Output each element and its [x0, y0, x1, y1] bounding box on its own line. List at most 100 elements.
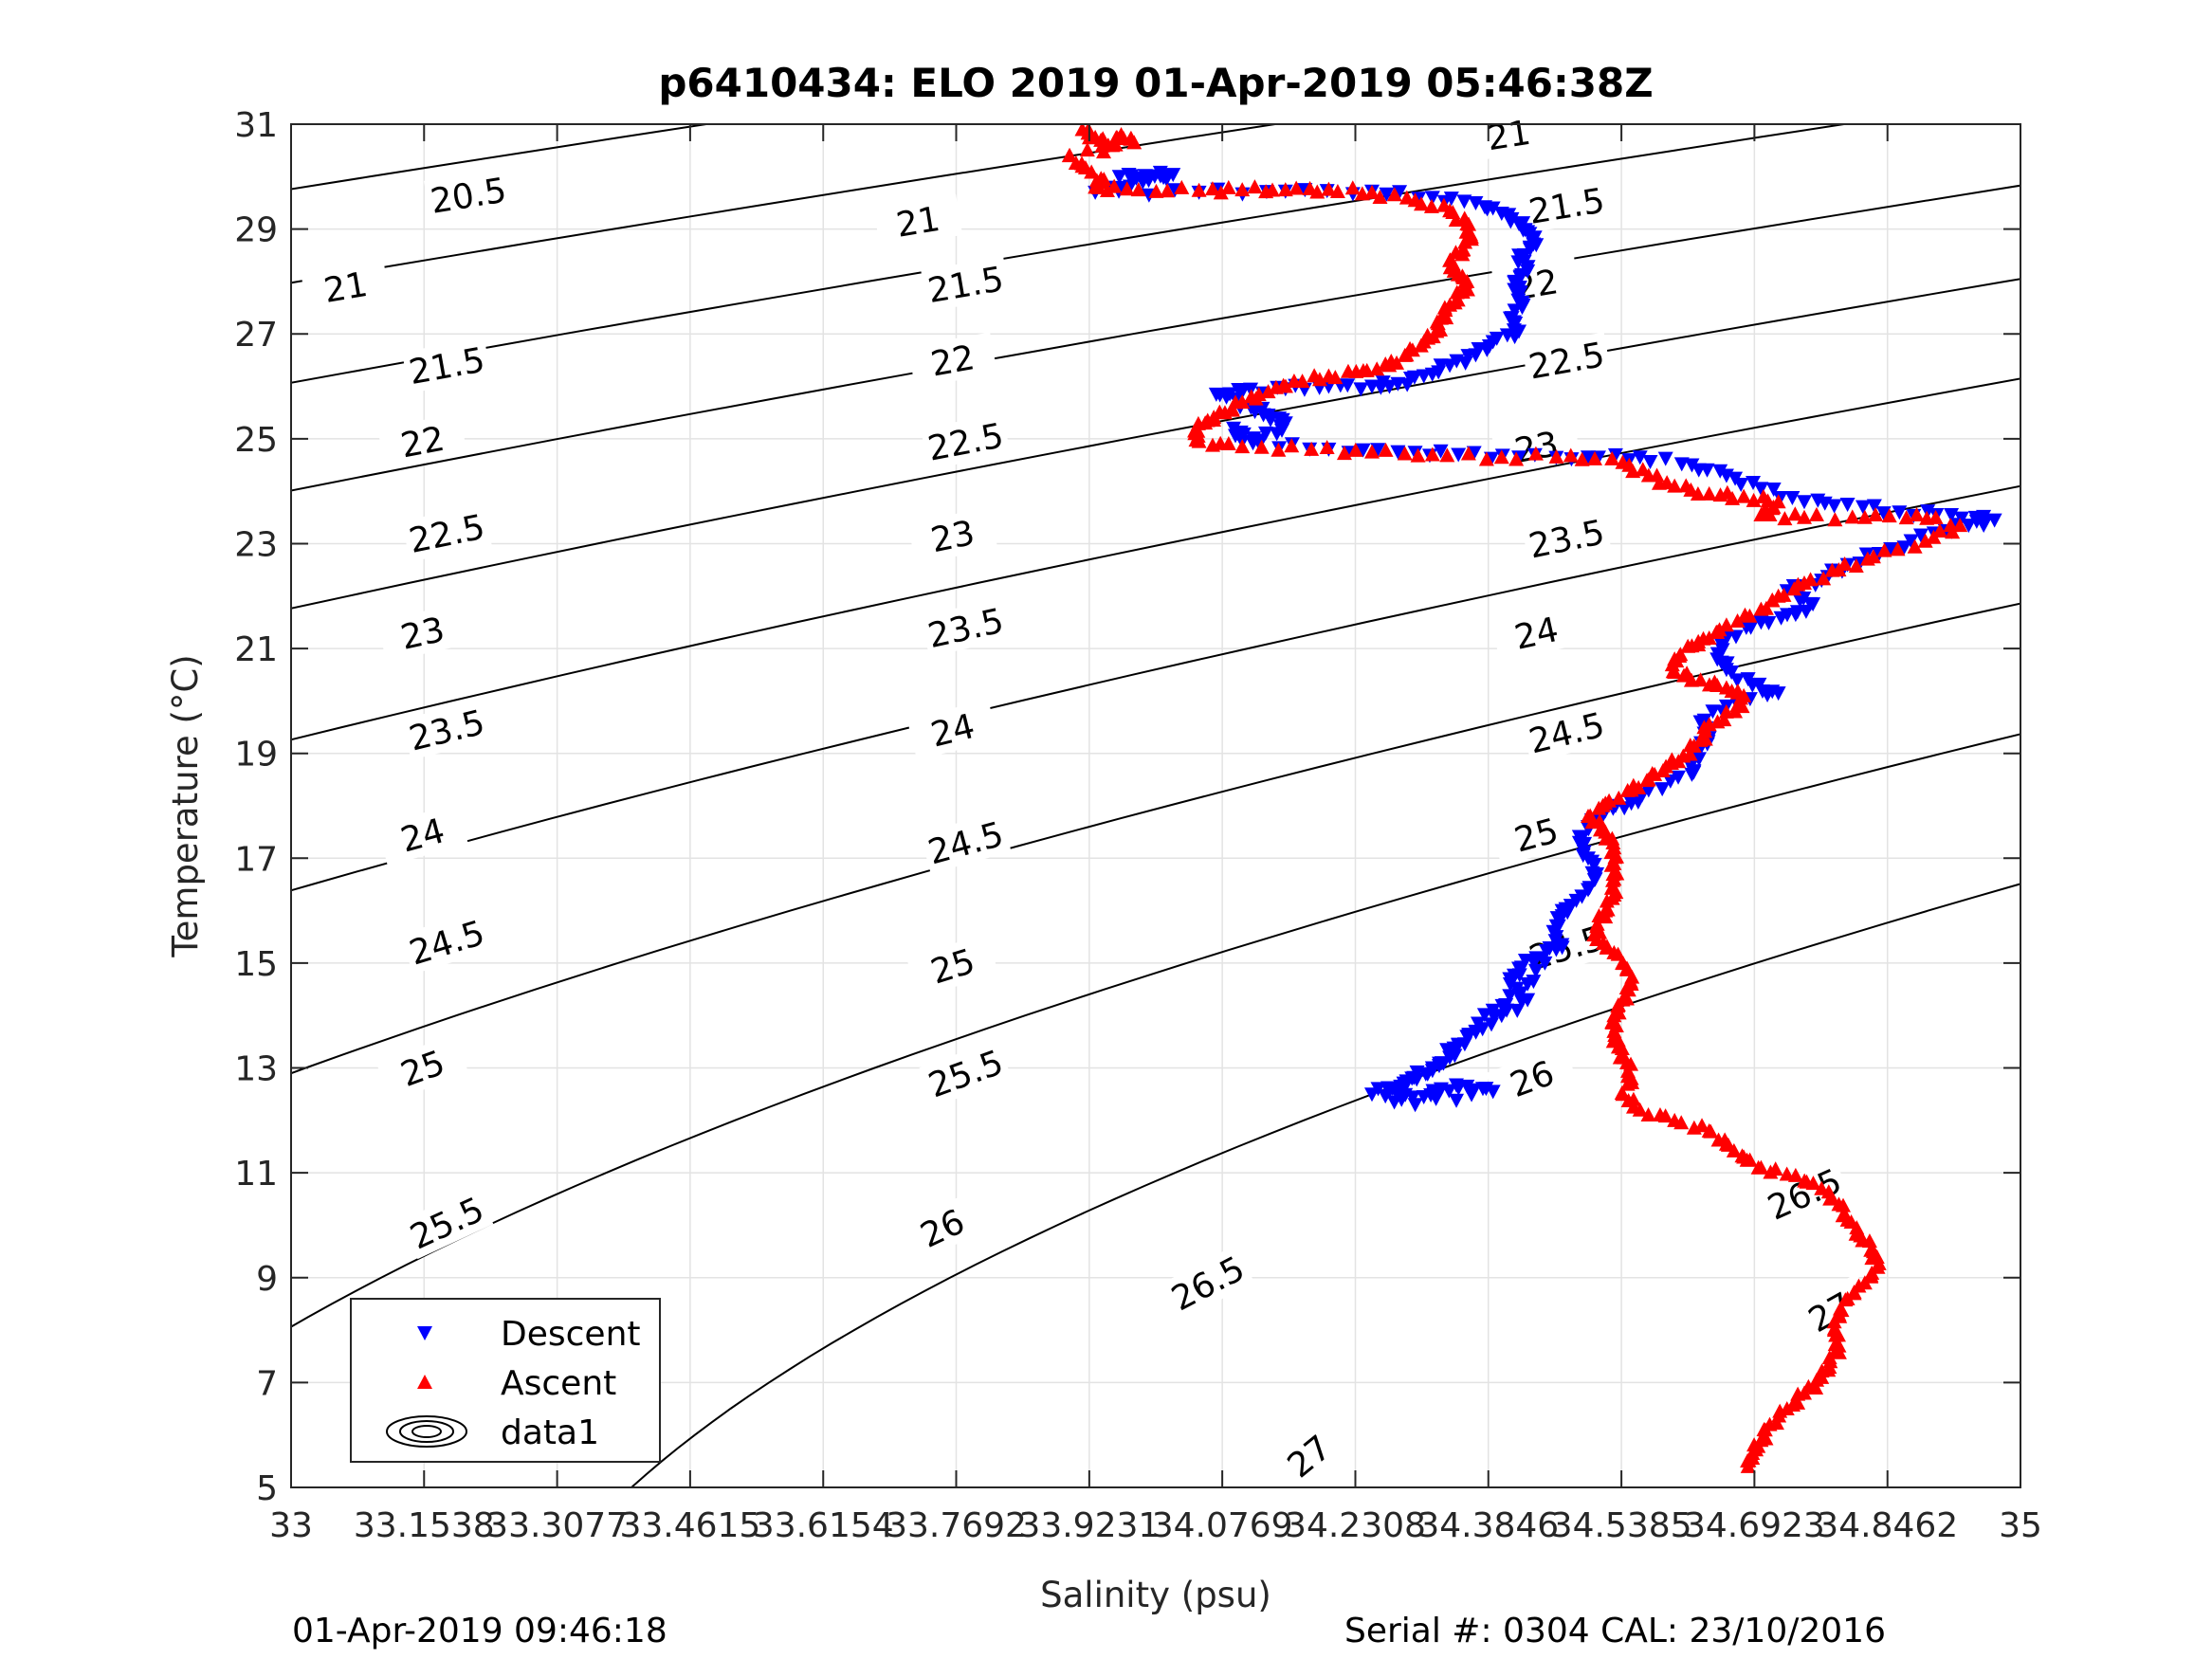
ascent-point	[1610, 997, 1626, 1012]
legend-descent-marker	[417, 1326, 432, 1340]
descent-point	[1409, 1065, 1425, 1080]
ascent-point	[1126, 135, 1143, 150]
descent-point	[1449, 1093, 1465, 1108]
y-tick-label: 21	[234, 630, 278, 669]
ascent-point	[1881, 508, 1897, 523]
ascent-point	[1611, 790, 1627, 805]
contour-label-bg	[920, 811, 1012, 874]
x-tick-label: 34.5385	[1551, 1506, 1692, 1545]
ascent-point	[1460, 446, 1476, 461]
ascent-point	[1909, 507, 1925, 522]
descent-point	[1399, 377, 1416, 392]
x-tick-label: 33.7692	[886, 1506, 1027, 1545]
ascent-point	[1701, 485, 1717, 501]
descent-point	[1507, 303, 1523, 319]
ascent-point	[1926, 529, 1942, 544]
descent-point	[1449, 354, 1465, 369]
ascent-point	[1493, 449, 1509, 465]
ascent-point	[1826, 1314, 1842, 1329]
ascent-point	[1347, 442, 1363, 457]
ascent-point	[1265, 182, 1281, 197]
descent-point	[1912, 528, 1929, 543]
descent-point	[1379, 187, 1395, 202]
ascent-point	[1709, 714, 1726, 729]
ascent-point	[1718, 703, 1734, 719]
descent-point	[1896, 540, 1912, 556]
x-axis-label: Salinity (psu)	[1040, 1575, 1271, 1615]
descent-point	[1892, 505, 1908, 520]
ascent-point	[1600, 939, 1616, 954]
contour-label-bg	[1521, 702, 1613, 763]
descent-point	[1586, 858, 1602, 873]
contour-label: 21	[321, 265, 371, 311]
chart-title: p6410434: ELO 2019 01-Apr-2019 05:46:38Z	[658, 60, 1653, 106]
descent-point	[1548, 930, 1564, 945]
ascent-point	[1844, 509, 1860, 524]
contour-label: 24	[1511, 611, 1563, 658]
footer-timestamp: 01-Apr-2019 09:46:18	[292, 1612, 667, 1650]
ascent-point	[1729, 612, 1746, 628]
descent-point	[1460, 349, 1476, 364]
contour-label: 22	[398, 420, 448, 466]
descent-point	[1434, 1056, 1450, 1071]
ascent-point	[1756, 1422, 1772, 1437]
y-axis-label: Temperature (°C)	[165, 654, 206, 957]
descent-point	[1470, 1016, 1486, 1031]
y-tick-label: 7	[256, 1364, 278, 1403]
ascent-point	[1253, 439, 1270, 454]
descent-point	[1746, 476, 1762, 491]
x-tick-label: 33.3077	[486, 1506, 628, 1545]
ascent-point	[1591, 907, 1607, 922]
contour-label-bg	[906, 700, 998, 760]
descent-point	[1784, 490, 1801, 505]
descent-point	[1428, 1091, 1444, 1106]
ascent-point	[1413, 337, 1429, 353]
ascent-point	[1304, 441, 1320, 456]
ascent-point	[1753, 1159, 1769, 1175]
ascent-point	[1309, 184, 1325, 199]
ascent-point	[1079, 142, 1095, 157]
y-tick-label: 31	[234, 106, 278, 145]
descent-point	[1632, 450, 1648, 465]
contour-label: 23	[927, 514, 978, 560]
descent-point	[1504, 211, 1520, 227]
descent-point	[1502, 977, 1518, 993]
contour-label-bg	[921, 256, 1011, 312]
ascent-point	[1414, 196, 1430, 211]
descent-point	[1797, 495, 1812, 510]
contour-label-bg	[377, 412, 467, 470]
contour-label-bg	[399, 1186, 494, 1260]
ascent-point	[1657, 1108, 1673, 1123]
descent-point	[1506, 315, 1522, 330]
descent-point	[1459, 1079, 1475, 1094]
descent-point	[1165, 168, 1181, 183]
ascent-point	[1243, 389, 1259, 404]
ascent-point	[1640, 1107, 1656, 1122]
contour-line	[291, 184, 2020, 492]
descent-point	[1968, 514, 1984, 529]
descent-point	[1370, 1082, 1386, 1097]
descent-point	[1684, 767, 1700, 782]
descent-point	[1486, 1010, 1502, 1025]
descent-point	[1424, 1061, 1440, 1076]
ascent-point	[1062, 147, 1078, 162]
contour-line	[291, 124, 1851, 384]
contour-label-bg	[376, 603, 468, 663]
ascent-point	[1667, 478, 1683, 493]
y-tick-label: 11	[234, 1155, 278, 1194]
contour-line	[0, 19, 274, 1592]
ascent-point	[1563, 447, 1579, 463]
ascent-point	[1336, 446, 1352, 461]
descent-point	[1353, 382, 1369, 397]
contour-label-bg	[907, 332, 997, 389]
x-tick-label: 33.4615	[619, 1506, 760, 1545]
descent-point	[1526, 956, 1543, 971]
descent-point	[1424, 191, 1440, 206]
ascent-point	[1321, 181, 1337, 196]
contour-label-bg	[401, 504, 492, 562]
descent-point	[1554, 903, 1570, 919]
axis-ticks: 33 33.153833.307733.461533.615433.769233.…	[234, 106, 2042, 1545]
ascent-point	[1932, 522, 1948, 538]
ascent-point	[1307, 368, 1323, 383]
ascent-point	[1160, 183, 1176, 198]
